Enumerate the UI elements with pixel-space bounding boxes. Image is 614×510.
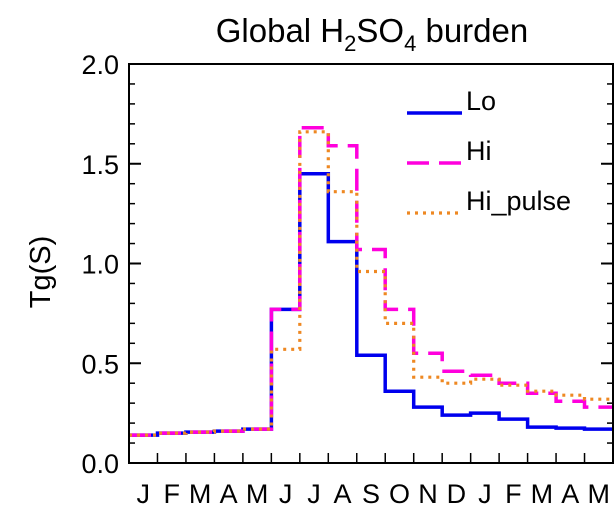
x-tick-label: J [307,479,321,509]
x-tick-label: S [362,479,380,509]
x-tick-label: M [246,479,269,509]
x-tick-label: D [447,479,467,509]
x-tick-label: O [389,479,410,509]
x-tick-label: N [418,479,438,509]
series-line-2 [129,130,613,437]
y-tick-label: 0.0 [81,449,119,479]
y-tick-label: 1.5 [81,150,119,180]
x-tick-label: J [136,479,150,509]
series-line-1 [129,126,613,437]
plot-area: 0.00.51.01.52.0J F M A M J J A S O N D J F M A MLoHiHi_p… [81,50,614,509]
x-tick-label: A [561,479,579,509]
legend-label-2: Hi_pulse [466,186,571,216]
x-tick-label: M [588,479,611,509]
x-tick-label: M [531,479,554,509]
plot-frame [128,63,614,464]
x-tick-label: A [220,479,238,509]
x-tick-label: J [478,479,492,509]
x-tick-label: A [334,479,352,509]
y-axis-label: Tg(S) [25,236,57,309]
x-tick-label: F [163,479,180,509]
y-tick-label: 2.0 [81,50,119,80]
legend-label-1: Hi [466,136,492,166]
chart-title: Global H2SO4 burden [216,12,529,56]
x-tick-label: F [505,479,522,509]
x-tick-label: J [279,479,293,509]
y-tick-label: 0.5 [81,349,119,379]
y-tick-label: 1.0 [81,250,119,280]
legend-label-0: Lo [466,86,496,116]
x-tick-label: M [189,479,212,509]
